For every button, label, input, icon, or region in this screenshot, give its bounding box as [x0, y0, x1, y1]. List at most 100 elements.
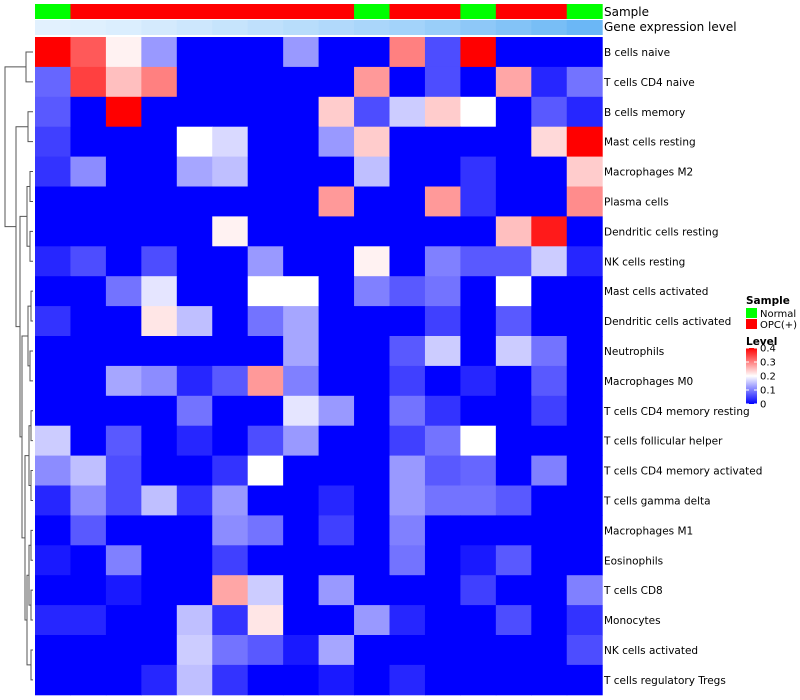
- heatmap-cell: [283, 605, 320, 636]
- heatmap-cell: [566, 515, 603, 546]
- heatmap-cell: [141, 395, 178, 427]
- heatmap-cell: [35, 515, 71, 546]
- dendrogram-branch: [19, 215, 27, 438]
- heatmap-cell: [247, 186, 284, 217]
- sample-annotation-cell: [531, 4, 568, 19]
- row-label: B cells memory: [604, 107, 685, 119]
- heatmap-cell: [354, 336, 390, 367]
- row-label: Macrophages M0: [604, 376, 693, 388]
- heatmap-cell: [424, 485, 461, 516]
- heatmap-cell: [105, 216, 142, 247]
- heatmap-cell: [176, 336, 213, 367]
- heatmap-cell: [105, 96, 142, 128]
- heatmap-cell: [318, 485, 355, 516]
- heatmap-cell: [424, 575, 461, 606]
- heatmap-cell: [318, 96, 355, 128]
- heatmap-cell: [495, 126, 532, 158]
- level-legend-tick-label: 0.2: [760, 372, 776, 383]
- row-label: B cells naive: [604, 47, 670, 59]
- heatmap-cell: [354, 635, 390, 666]
- heatmap-cell: [105, 515, 142, 546]
- heatmap-cell: [354, 186, 390, 217]
- heatmap-cell: [531, 96, 568, 128]
- heatmap-cell: [105, 605, 142, 636]
- expression-annotation-cell: [318, 20, 355, 35]
- heatmap-cell: [247, 126, 284, 158]
- heatmap-cell: [460, 37, 497, 68]
- heatmap-cell: [176, 96, 213, 128]
- expression-annotation-cell: [389, 20, 426, 35]
- heatmap-cell: [318, 336, 355, 367]
- row-label: T cells CD4 naive: [603, 77, 695, 89]
- heatmap-cell: [283, 455, 320, 486]
- heatmap-cell: [283, 545, 320, 576]
- expression-annotation-cell: [460, 20, 497, 35]
- heatmap-cell: [35, 485, 71, 516]
- sample-legend-title: Sample: [746, 295, 790, 307]
- heatmap-cell: [318, 664, 355, 696]
- heatmap-cell: [566, 126, 603, 158]
- expression-annotation-cell: [212, 20, 249, 35]
- row-label: T cells gamma delta: [603, 495, 711, 507]
- heatmap-cell: [212, 395, 249, 427]
- row-dendrogram: [4, 51, 33, 681]
- heatmap-cell: [318, 515, 355, 546]
- heatmap-cell: [460, 365, 497, 397]
- heatmap-cell: [247, 635, 284, 666]
- heatmap-cell: [105, 365, 142, 397]
- heatmap-cell: [354, 575, 390, 606]
- level-legend-tick-label: 0: [760, 400, 766, 411]
- heatmap-cell: [176, 276, 213, 307]
- heatmap-cell: [212, 126, 249, 158]
- heatmap-cell: [247, 515, 284, 546]
- heatmap-cell: [495, 96, 532, 128]
- heatmap-cell: [35, 575, 71, 606]
- heatmap-cell: [354, 425, 390, 457]
- heatmap-cell: [283, 66, 320, 98]
- heatmap-cell: [424, 126, 461, 158]
- row-labels: B cells naive T cells CD4 naive B cells me…: [603, 47, 762, 687]
- heatmap-cell: [460, 216, 497, 247]
- sample-annotation-cell: [35, 4, 71, 19]
- heatmap-cell: [141, 545, 178, 576]
- heatmap-cell: [354, 395, 390, 427]
- heatmap-cell: [495, 306, 532, 337]
- heatmap-cell: [424, 605, 461, 636]
- heatmap-cell: [495, 395, 532, 427]
- heatmap-cell: [247, 365, 284, 397]
- row-label: Macrophages M2: [604, 167, 693, 179]
- heatmap-cell: [460, 455, 497, 486]
- sample-annotation-cell: [460, 4, 497, 19]
- heatmap-cell: [70, 485, 107, 516]
- heatmap-cell: [247, 156, 284, 187]
- heatmap-cell: [566, 156, 603, 187]
- heatmap-cell: [247, 664, 284, 696]
- heatmap-cell: [566, 365, 603, 397]
- expression-annotation-label: Gene expression level: [604, 20, 737, 34]
- heatmap-cell: [247, 545, 284, 576]
- heatmap-cell: [141, 216, 178, 247]
- heatmap-cell: [531, 37, 568, 68]
- heatmap-cell: [460, 635, 497, 666]
- heatmap-cell: [176, 156, 213, 187]
- row-label: Eosinophils: [604, 555, 663, 567]
- heatmap-cell: [247, 336, 284, 367]
- heatmap-cell: [531, 186, 568, 217]
- row-label: T cells follicular helper: [603, 436, 723, 448]
- heatmap-cell: [247, 66, 284, 98]
- heatmap-cell: [35, 664, 71, 696]
- heatmap-cell: [566, 485, 603, 516]
- heatmap-cell: [566, 276, 603, 307]
- heatmap-cell: [212, 246, 249, 277]
- heatmap-cell: [176, 37, 213, 68]
- heatmap-cell: [141, 336, 178, 367]
- sample-annotation-cell: [247, 4, 284, 19]
- heatmap-cell: [247, 395, 284, 427]
- heatmap-cell: [176, 515, 213, 546]
- dendrogram-branch: [30, 290, 33, 322]
- heatmap-cell: [35, 66, 71, 98]
- sample-annotation-cell: [176, 4, 213, 19]
- heatmap-cell: [141, 246, 178, 277]
- heatmap-cell: [389, 365, 426, 397]
